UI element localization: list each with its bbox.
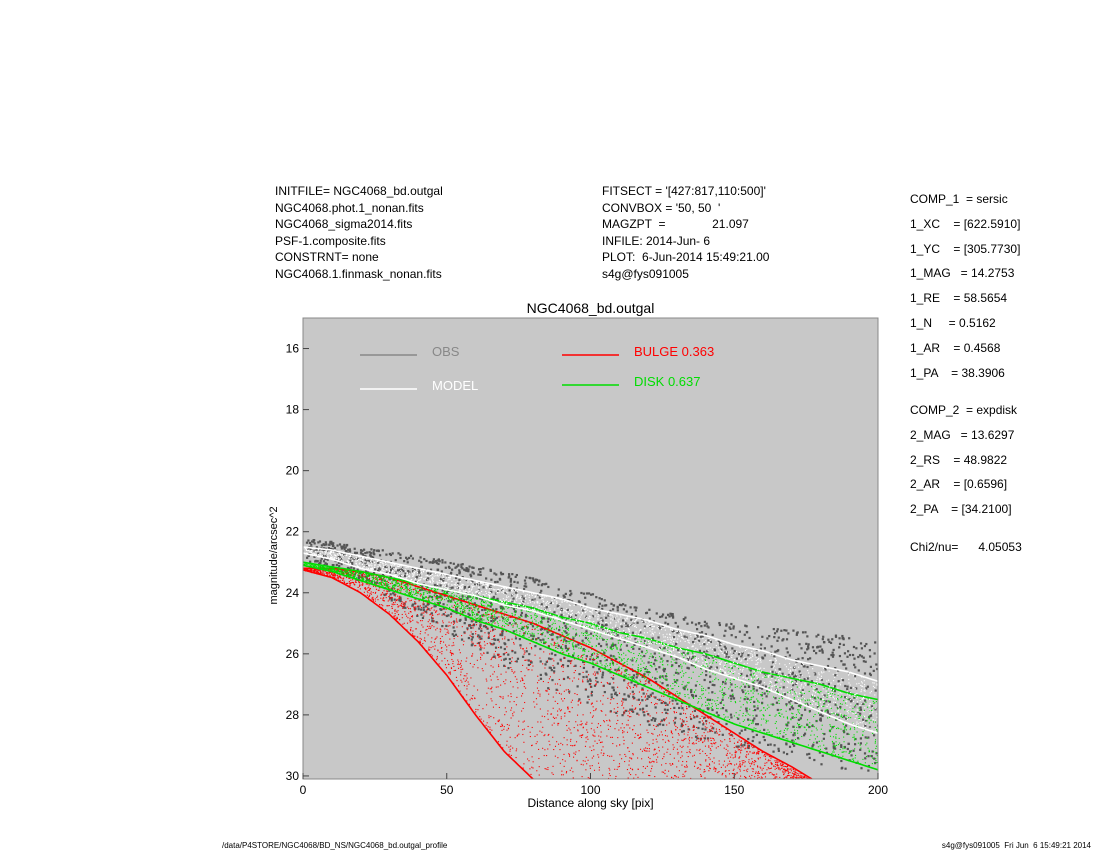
- disk-curves: [303, 561, 878, 771]
- plot-area: [303, 318, 878, 779]
- model-band-edge: [303, 546, 878, 683]
- model-band-edge: [303, 552, 878, 734]
- x-axis-label: Distance along sky [pix]: [527, 796, 653, 810]
- x-tick-label: 0: [300, 783, 307, 797]
- legend-label: MODEL: [432, 378, 478, 393]
- y-tick-label: 16: [286, 342, 300, 356]
- fit-parameter: 1_YC = [305.7730]: [910, 241, 1021, 256]
- fit-parameter: 1_AR = 0.4568: [910, 340, 1001, 355]
- header_middle-line: FITSECT = '[427:817,110:500]': [602, 184, 766, 198]
- fit-parameter: 1_RE = 58.5654: [910, 291, 1008, 306]
- header-middle-block: FITSECT = '[427:817,110:500]' CONVBOX = '…: [602, 183, 769, 282]
- header_middle-line: s4g@fys091005: [602, 266, 689, 281]
- legend-label: OBS: [432, 344, 460, 359]
- header_middle-line: INFILE: 2014-Jun- 6: [602, 233, 711, 248]
- header_left-line: INITFILE= NGC4068_bd.outgal: [275, 184, 443, 198]
- y-axis-label: magnitude/arcsec^2: [268, 506, 280, 604]
- legend-label: DISK 0.637: [634, 374, 701, 389]
- y-tick-label: 28: [286, 708, 300, 722]
- bulge-curves-edge: [303, 569, 534, 779]
- header_middle-line: MAGZPT = 21.097: [602, 217, 749, 231]
- header_left-line: NGC4068_sigma2014.fits: [275, 217, 413, 231]
- fit-parameter: 2_RS = 48.9822: [910, 452, 1008, 467]
- fit-parameter: 2_AR = [0.6596]: [910, 477, 1008, 492]
- x-tick-label: 200: [868, 783, 888, 797]
- y-tick-label: 20: [286, 464, 300, 478]
- disk-curves-edge: [303, 561, 878, 701]
- header_left-line: NGC4068.1.finmask_nonan.fits: [275, 266, 442, 281]
- y-tick-label: 26: [286, 647, 300, 661]
- y-tick-label: 24: [286, 586, 300, 600]
- footer-stamp: s4g@fys091005 Fri Jun 6 15:49:21 2014: [941, 841, 1091, 850]
- y-tick-label: 22: [286, 525, 300, 539]
- x-tick-label: 50: [440, 783, 454, 797]
- header_left-line: PSF-1.composite.fits: [275, 233, 386, 248]
- header_middle-line: CONVBOX = '50, 50 ': [602, 200, 721, 215]
- fit-parameters-panel: COMP_1 = sersic 1_XC = [622.5910] 1_YC = […: [910, 191, 1022, 563]
- fit-parameter: COMP_1 = sersic: [910, 192, 1008, 206]
- chart-legend: OBS MODEL BULGE 0.363 DISK 0.637: [360, 344, 714, 393]
- fit-parameter: 1_N = 0.5162: [910, 315, 996, 330]
- header_middle-line: PLOT: 6-Jun-2014 15:49:21.00: [602, 250, 770, 264]
- disk-curves-edge: [303, 564, 878, 771]
- fit-parameter: COMP_2 = expdisk: [910, 402, 1018, 417]
- fit-parameter: 1_PA = 38.3906: [910, 365, 1005, 380]
- chart-marks: [303, 539, 878, 779]
- fit-parameter: 1_XC = [622.5910]: [910, 216, 1021, 231]
- fit-parameter: 2_PA = [34.2100]: [910, 502, 1012, 517]
- x-tick-label: 150: [724, 783, 744, 797]
- chart-axes: 0 50 100 150 200 16 18 20 22 24 26 28 30: [286, 342, 889, 797]
- chart-title: NGC4068_bd.outgal: [527, 300, 655, 316]
- fit-parameter: 2_MAG = 13.6297: [910, 427, 1015, 442]
- legend-label: BULGE 0.363: [634, 344, 714, 359]
- header_left-line: CONSTRNT= none: [275, 250, 379, 264]
- header-left-block: INITFILE= NGC4068_bd.outgal NGC4068.phot.…: [275, 183, 443, 282]
- fit-parameter: 1_MAG = 14.2753: [910, 266, 1015, 281]
- x-tick-label: 100: [580, 783, 600, 797]
- model-band: [303, 546, 878, 734]
- y-tick-label: 18: [286, 403, 300, 417]
- footer-path: /data/P4STORE/NGC4068/BD_NS/NGC4068_bd.o…: [222, 841, 448, 850]
- header_left-line: NGC4068.phot.1_nonan.fits: [275, 200, 424, 215]
- y-tick-label: 30: [286, 769, 300, 783]
- fit-parameter: Chi2/nu= 4.05053: [910, 539, 1022, 554]
